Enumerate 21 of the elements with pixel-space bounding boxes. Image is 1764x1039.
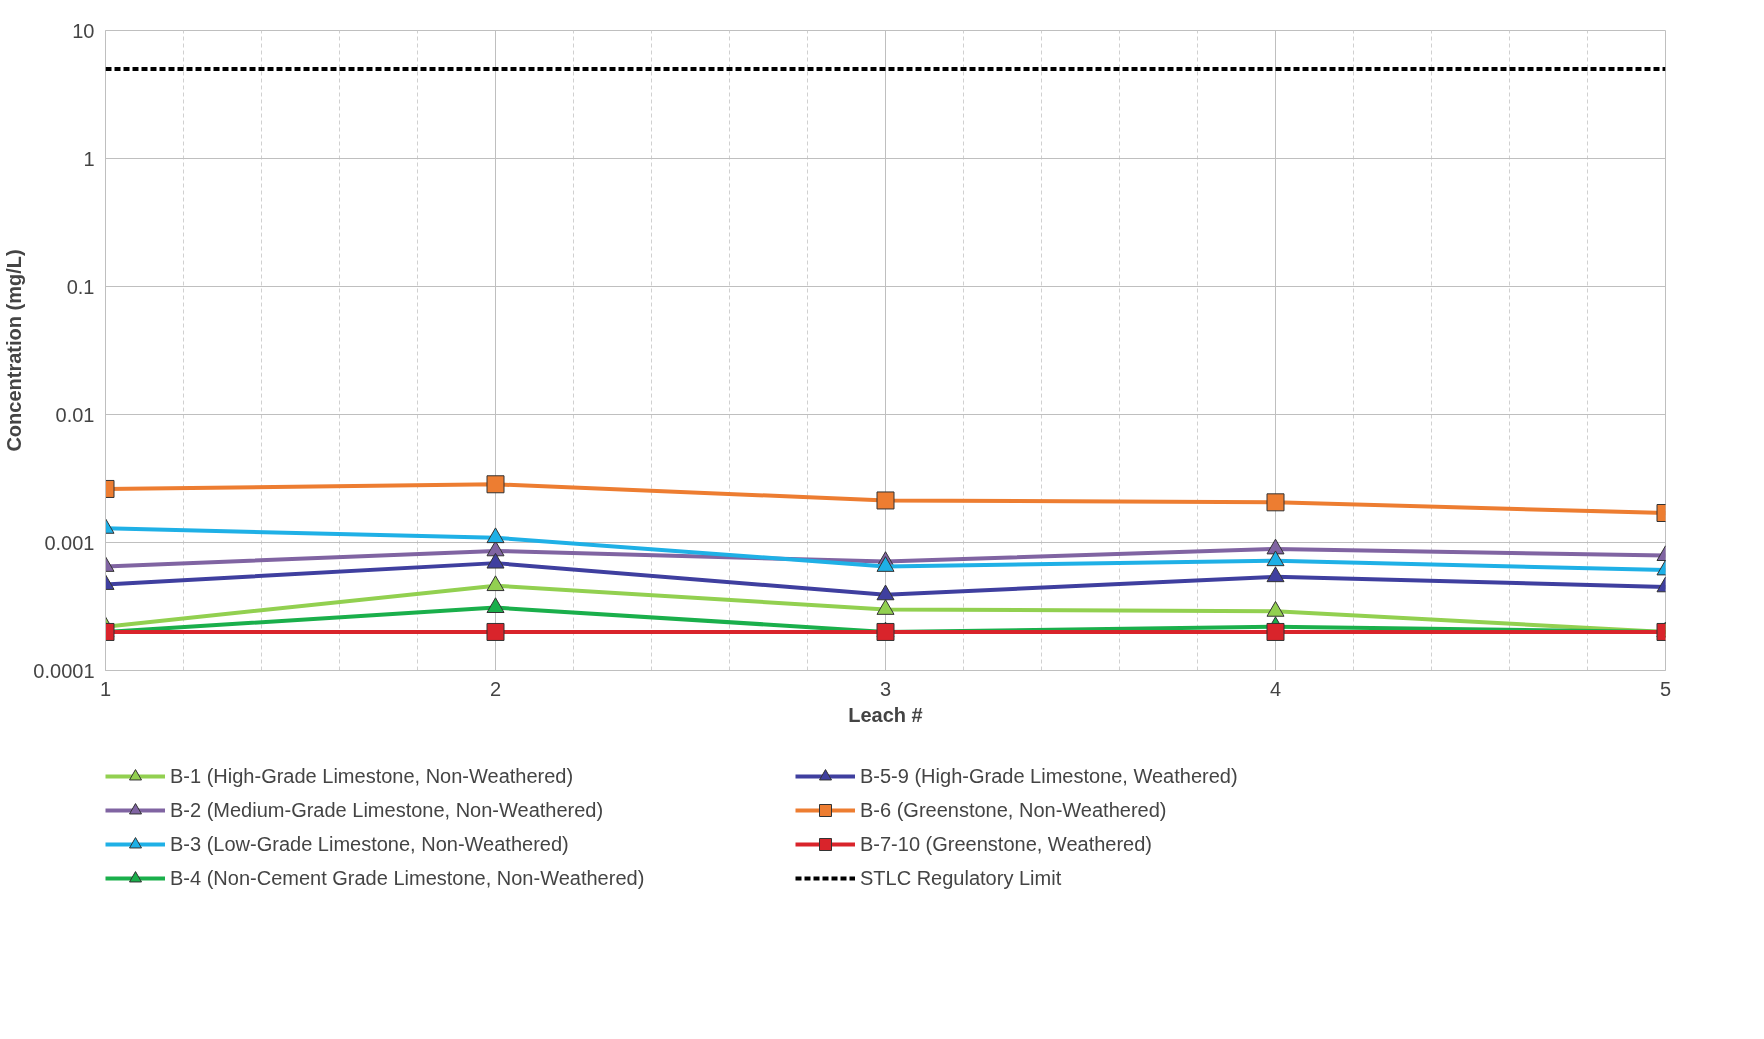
legend-label: B-3 (Low-Grade Limestone, Non-Weathered) xyxy=(170,831,569,857)
y-tick-label: 0.1 xyxy=(66,275,95,298)
legend-label: B-5-9 (High-Grade Limestone, Weathered) xyxy=(860,763,1238,789)
x-axis-title: Leach # xyxy=(848,703,923,726)
y-tick-label: 0.0001 xyxy=(33,659,95,682)
legend-label: B-2 (Medium-Grade Limestone, Non-Weathered) xyxy=(170,797,604,823)
x-tick-label: 4 xyxy=(1269,677,1282,700)
legend-label: B-4 (Non-Cement Grade Limestone, Non-Weathered) xyxy=(170,865,645,891)
x-tick-label: 5 xyxy=(1659,677,1672,700)
y-tick-label: 0.01 xyxy=(55,403,95,426)
y-tick-label: 0.001 xyxy=(44,531,95,554)
y-axis-title: Concentration (mg/L) xyxy=(3,249,26,452)
x-tick-label: 1 xyxy=(99,677,112,700)
legend-label: B-1 (High-Grade Limestone, Non-Weathered) xyxy=(170,763,574,789)
legend-label: B-7-10 (Greenstone, Weathered) xyxy=(860,831,1153,857)
x-tick-label: 3 xyxy=(879,677,892,700)
y-tick-label: 1 xyxy=(83,147,95,170)
legend-label: STLC Regulatory Limit xyxy=(860,865,1062,891)
legend-label: B-6 (Greenstone, Non-Weathered) xyxy=(860,797,1167,823)
x-tick-label: 2 xyxy=(489,677,502,700)
y-tick-label: 10 xyxy=(72,19,95,42)
